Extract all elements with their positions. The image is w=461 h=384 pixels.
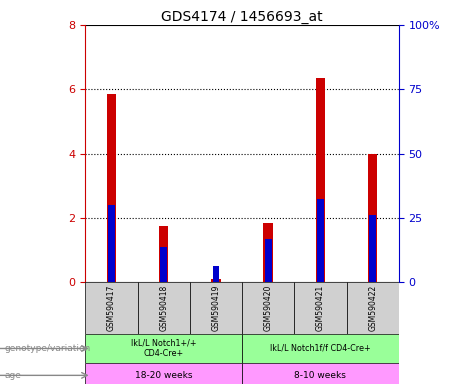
Text: GSM590419: GSM590419 [212,285,220,331]
Bar [317,199,324,282]
Bar [160,247,167,282]
Text: GSM590417: GSM590417 [107,285,116,331]
Bar [108,205,115,282]
Text: GSM590422: GSM590422 [368,285,377,331]
Text: GSM590421: GSM590421 [316,285,325,331]
Bar [368,154,378,282]
FancyBboxPatch shape [242,363,399,384]
FancyBboxPatch shape [85,282,137,334]
FancyBboxPatch shape [85,334,242,363]
Text: 8-10 weeks: 8-10 weeks [295,371,346,380]
Bar [213,266,219,282]
Bar [106,94,116,282]
Text: IkL/L Notch1+/+
CD4-Cre+: IkL/L Notch1+/+ CD4-Cre+ [131,339,196,358]
Bar [159,226,168,282]
FancyBboxPatch shape [85,363,242,384]
Text: genotype/variation: genotype/variation [5,344,91,353]
Title: GDS4174 / 1456693_at: GDS4174 / 1456693_at [161,10,323,24]
FancyBboxPatch shape [137,282,190,334]
FancyBboxPatch shape [294,282,347,334]
Bar [265,239,272,282]
FancyBboxPatch shape [242,282,294,334]
Text: GSM590418: GSM590418 [159,285,168,331]
Text: IkL/L Notch1f/f CD4-Cre+: IkL/L Notch1f/f CD4-Cre+ [270,344,371,353]
FancyBboxPatch shape [190,282,242,334]
Text: 18-20 weeks: 18-20 weeks [135,371,192,380]
FancyBboxPatch shape [242,334,399,363]
Text: age: age [5,371,22,380]
Bar [211,279,221,282]
Bar [369,215,376,282]
Bar [263,223,273,282]
Text: GSM590420: GSM590420 [264,285,272,331]
FancyBboxPatch shape [347,282,399,334]
Bar [316,78,325,282]
